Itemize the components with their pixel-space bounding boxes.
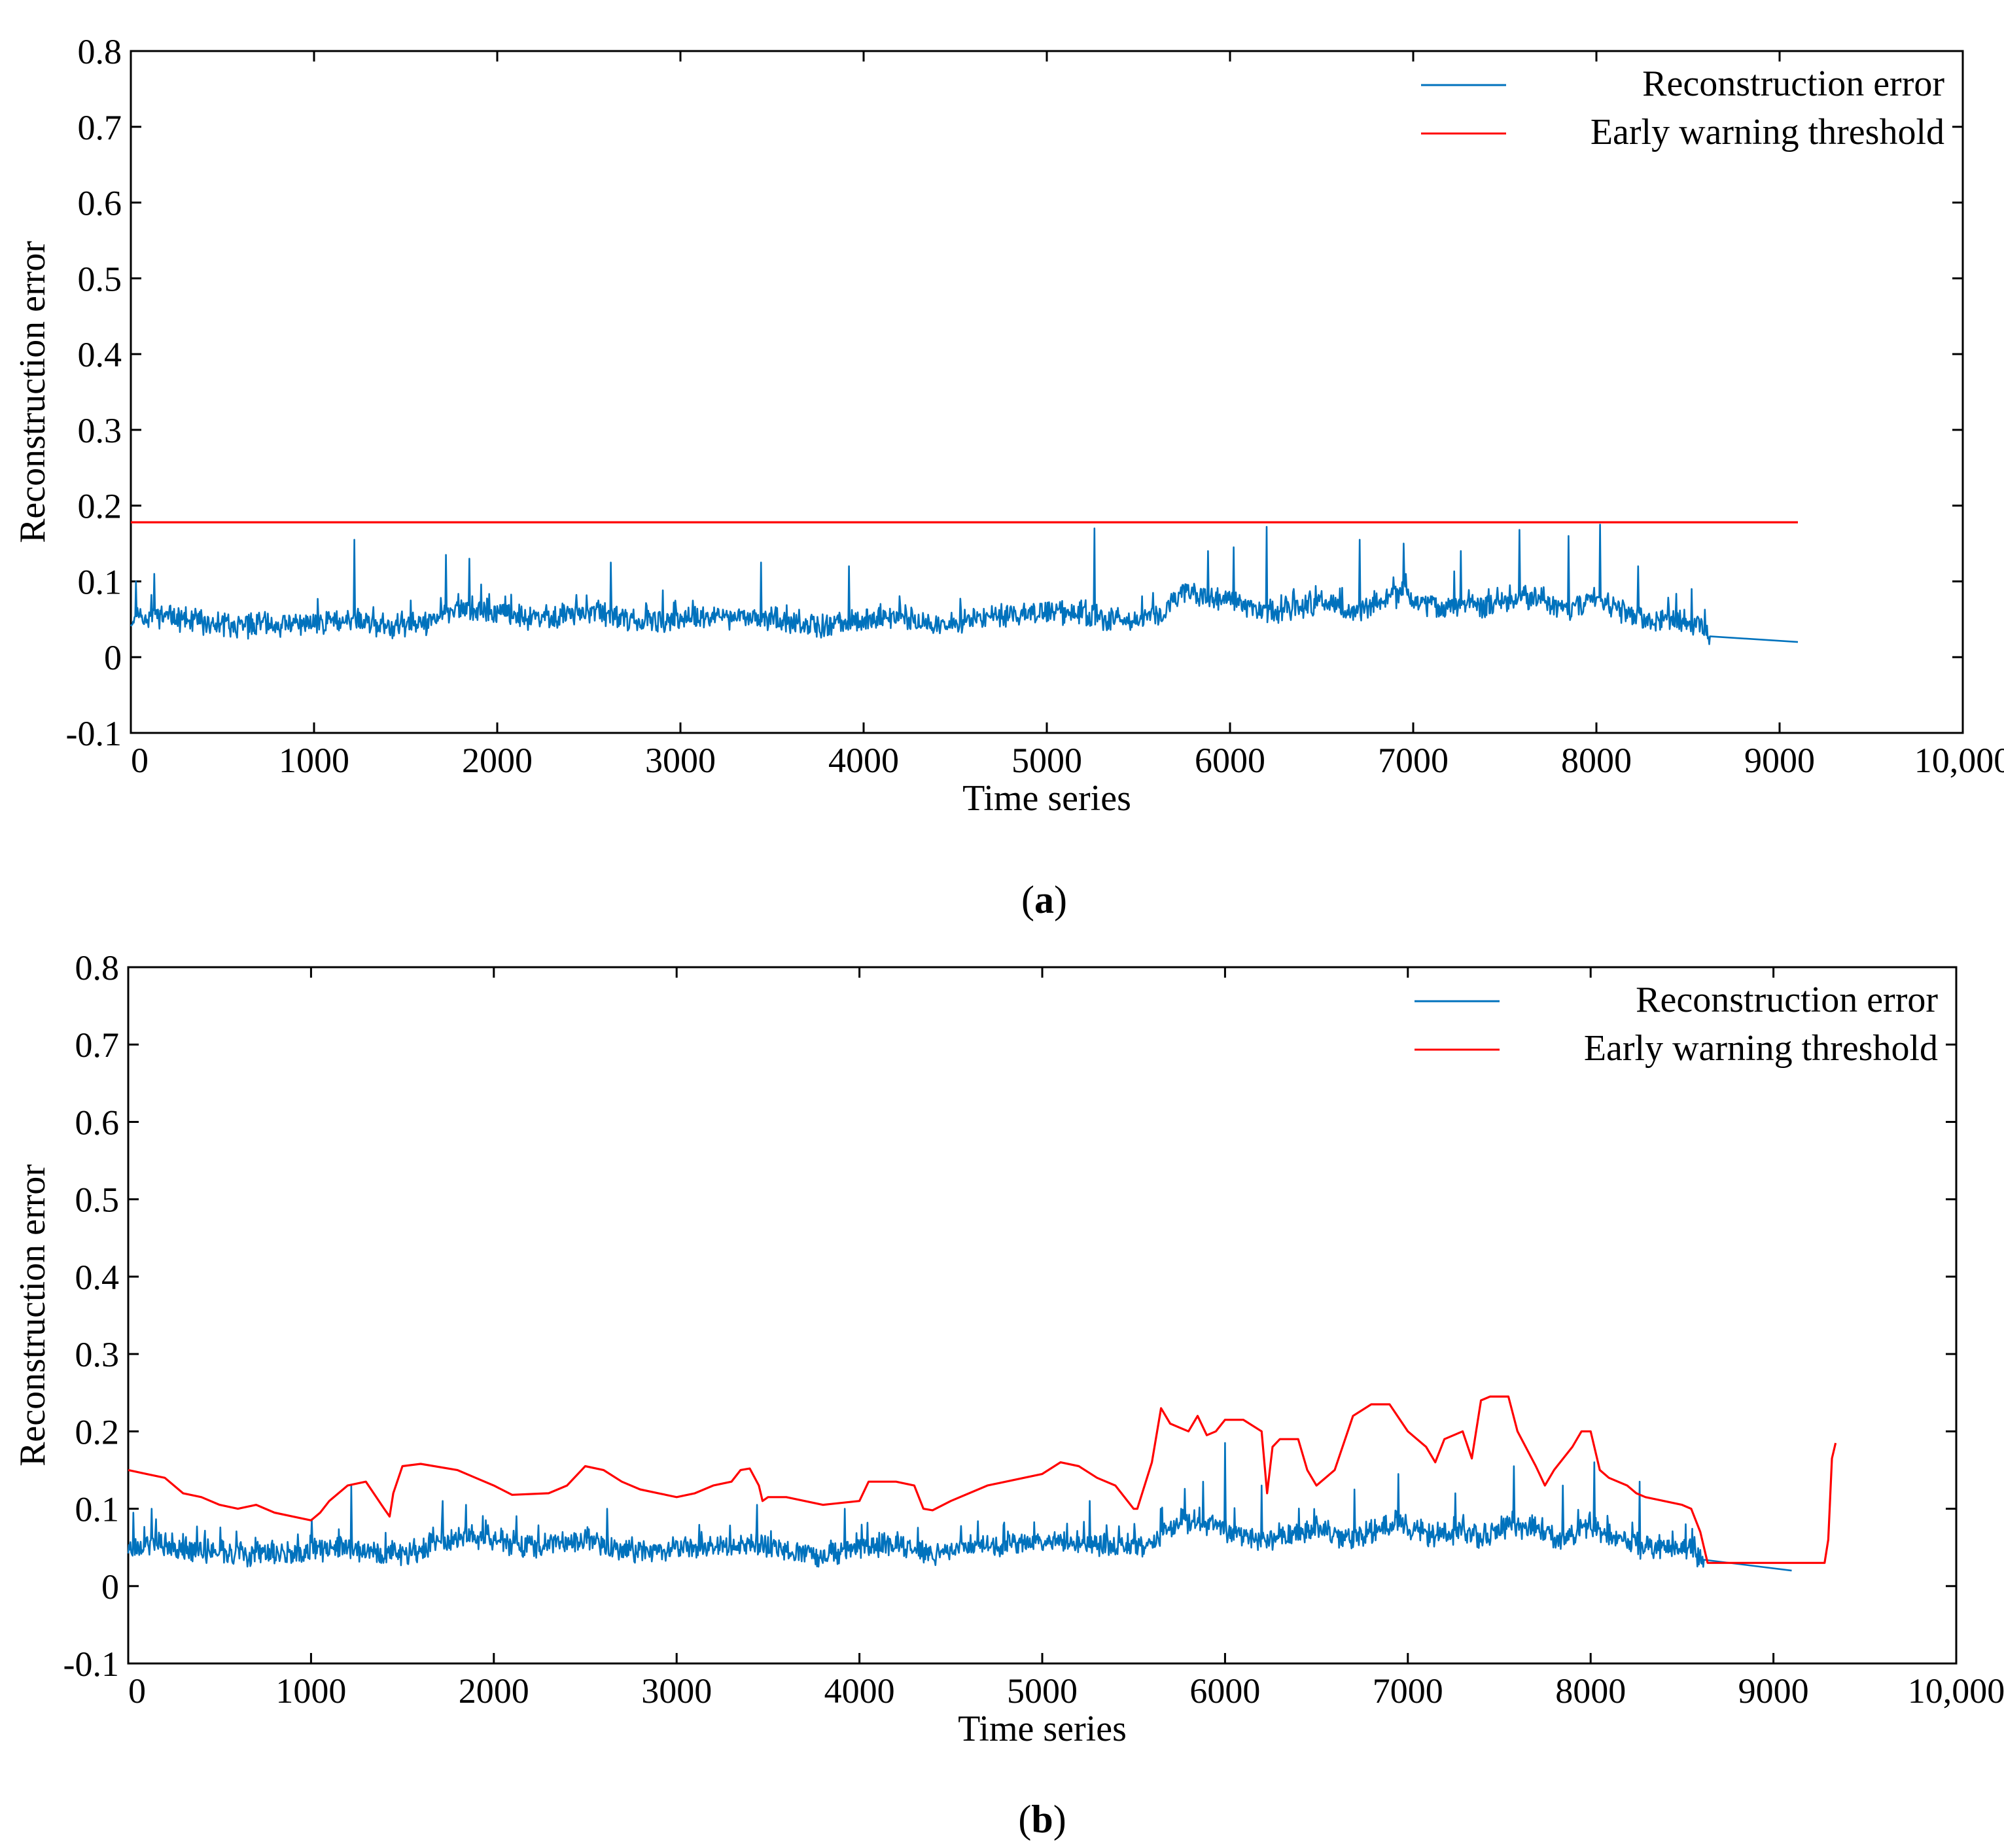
- x-tick-label: 2000: [462, 741, 533, 780]
- y-tick-label: 0.3: [75, 1335, 120, 1374]
- y-tick-label: 0.3: [78, 411, 122, 450]
- panel-label: (a): [1021, 878, 1067, 921]
- y-tick-label: 0.7: [75, 1025, 120, 1065]
- y-tick-label: 0.1: [75, 1490, 120, 1529]
- x-tick-label: 9000: [1738, 1671, 1809, 1711]
- y-tick-label: -0.1: [63, 1644, 119, 1684]
- y-tick-label: 0.5: [78, 259, 122, 298]
- x-tick-label: 5000: [1007, 1671, 1078, 1711]
- x-tick-label: 8000: [1555, 1671, 1626, 1711]
- series-threshold-line: [128, 1395, 1837, 1564]
- x-tick-label: 6000: [1195, 741, 1265, 780]
- y-tick-label: 0.7: [78, 108, 122, 147]
- y-tick-label: 0.5: [75, 1181, 120, 1220]
- y-axis-title: Reconstruction error: [12, 1164, 53, 1466]
- y-tick-label: 0: [104, 638, 122, 677]
- y-axis-title: Reconstruction error: [12, 241, 53, 543]
- y-tick-label: 0.2: [75, 1412, 120, 1451]
- x-tick-label: 0: [131, 741, 149, 780]
- y-tick-label: 0.8: [78, 32, 122, 71]
- y-tick-label: 0: [101, 1567, 119, 1607]
- x-tick-label: 7000: [1373, 1671, 1443, 1711]
- legend: Reconstruction error Early warning thresh…: [1421, 63, 1944, 152]
- panel-label: (b): [1018, 1798, 1066, 1841]
- y-tick-label: 0.4: [75, 1258, 120, 1297]
- y-tick-label: 0.6: [75, 1103, 120, 1142]
- x-tick-label: 0: [128, 1671, 146, 1711]
- panel-a: -0.100.10.20.30.40.50.60.70.80 1000 2000 30…: [12, 32, 2004, 921]
- x-tick-label: 3000: [645, 741, 716, 780]
- x-tick-label: 4000: [828, 741, 899, 780]
- x-tick-label: 1000: [275, 1671, 346, 1711]
- plot-frame: [127, 966, 1958, 1665]
- series-reconstruction-error-line: [130, 524, 1799, 645]
- y-tick-label: -0.1: [66, 714, 122, 753]
- series-reconstruction-error-line: [127, 1442, 1792, 1572]
- x-axis-title: Time series: [958, 1709, 1127, 1749]
- y-tick-label: 0.8: [75, 948, 120, 987]
- x-tick-label: 2000: [459, 1671, 529, 1711]
- y-tick-label: 0.2: [78, 487, 122, 526]
- x-axis-title: Time series: [962, 778, 1131, 819]
- x-tick-label: 10,000: [1908, 1671, 2004, 1711]
- legend-label: Reconstruction error: [1642, 63, 1944, 104]
- x-tick-label: 1000: [279, 741, 349, 780]
- legend-label: Reconstruction error: [1636, 980, 1938, 1020]
- x-tick-label: 4000: [824, 1671, 895, 1711]
- x-tick-label: 5000: [1011, 741, 1082, 780]
- y-tick-label: 0.6: [78, 184, 122, 223]
- x-tick-label: 8000: [1561, 741, 1632, 780]
- legend-label: Early warning threshold: [1591, 112, 1944, 152]
- x-tick-label: 3000: [641, 1671, 712, 1711]
- panel-b: -0.100.10.20.30.40.50.60.70.80 1000 2000 30…: [12, 948, 2004, 1841]
- y-tick-label: 0.4: [78, 335, 122, 374]
- legend: Reconstruction error Early warning thresh…: [1415, 980, 1938, 1069]
- y-tick-label: 0.1: [78, 562, 122, 601]
- legend-label: Early warning threshold: [1584, 1028, 1938, 1069]
- x-tick-label: 9000: [1744, 741, 1815, 780]
- x-tick-label: 6000: [1189, 1671, 1260, 1711]
- x-tick-label: 10,000: [1914, 741, 2004, 780]
- x-tick-label: 7000: [1378, 741, 1449, 780]
